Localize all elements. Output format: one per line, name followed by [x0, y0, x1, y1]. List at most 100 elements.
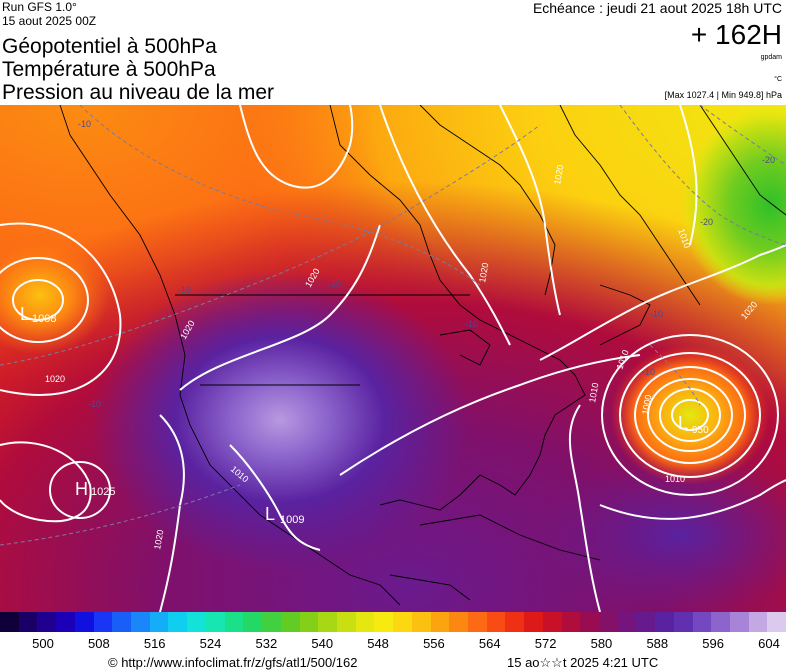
pressure-max-min: [Max 1027.4 | Min 949.8] hPa — [664, 90, 782, 100]
svg-text:1025: 1025 — [91, 486, 115, 498]
scale-tick-label: 524 — [199, 636, 222, 651]
svg-text:-10: -10 — [328, 279, 341, 289]
svg-text:1020: 1020 — [152, 529, 165, 550]
color-swatch — [168, 612, 188, 632]
color-swatch — [280, 612, 300, 632]
color-swatch — [318, 612, 337, 632]
color-swatch — [18, 612, 38, 632]
scale-tick-label: 508 — [87, 636, 110, 651]
svg-text:1009: 1009 — [280, 514, 304, 526]
color-swatch — [393, 612, 412, 632]
svg-text:1020: 1020 — [477, 262, 490, 283]
isotherms — [0, 105, 786, 546]
color-swatch — [711, 612, 731, 632]
color-swatch — [187, 612, 206, 632]
color-swatch — [636, 612, 656, 632]
low-atlantic: L 950 — [678, 413, 709, 436]
color-swatch — [93, 612, 113, 632]
color-swatch — [74, 612, 94, 632]
color-scale — [0, 612, 786, 632]
scale-tick-label: 564 — [478, 636, 501, 651]
color-swatch — [561, 612, 581, 632]
color-swatch — [56, 612, 75, 632]
color-swatch — [224, 612, 244, 632]
color-swatch — [655, 612, 674, 632]
color-swatch — [149, 612, 169, 632]
coastlines — [59, 105, 786, 606]
svg-text:1010: 1010 — [665, 474, 685, 484]
scale-tick-label: 540 — [311, 636, 334, 651]
color-swatch — [262, 612, 281, 632]
source-url: © http://www.infoclimat.fr/z/gfs/atl1/50… — [108, 655, 358, 670]
color-swatch — [411, 612, 431, 632]
field-atlantic-south — [540, 455, 786, 612]
forecast-valid-time: Echéance : jeudi 21 aout 2025 18h UTC — [532, 0, 782, 16]
high-pacific: H 1025 — [75, 479, 115, 499]
svg-text:1020: 1020 — [45, 374, 65, 384]
color-swatch — [486, 612, 506, 632]
color-swatch — [673, 612, 693, 632]
color-swatch — [599, 612, 618, 632]
color-swatch — [449, 612, 468, 632]
field-pacific-low — [0, 235, 110, 355]
color-swatch — [617, 612, 637, 632]
color-swatch — [505, 612, 525, 632]
scale-tick-label: 516 — [143, 636, 166, 651]
field-atlantic-low — [610, 345, 770, 485]
svg-text:950: 950 — [692, 425, 709, 436]
scale-tick-label: 604 — [758, 636, 780, 651]
low-pacific: L 1008 — [20, 304, 56, 325]
svg-text:L: L — [678, 413, 688, 433]
color-swatch — [112, 612, 132, 632]
svg-text:1000: 1000 — [640, 394, 653, 415]
scale-tick-label: 596 — [702, 636, 724, 651]
svg-text:1010: 1010 — [587, 382, 600, 403]
color-scale-ticks: 500 508 516 524 532 540 548 556 564 572 580 588 596 6… — [0, 636, 786, 652]
low-mexico: L 1009 — [265, 504, 304, 526]
color-swatch — [0, 612, 19, 632]
svg-text:-10: -10 — [650, 309, 663, 319]
svg-text:-10: -10 — [88, 399, 101, 409]
svg-text:1020: 1020 — [552, 164, 565, 185]
svg-text:-20: -20 — [762, 155, 775, 165]
color-swatch — [355, 612, 375, 632]
scale-tick-label: 500 — [32, 636, 54, 651]
color-swatch — [542, 612, 562, 632]
scale-tick-label: 556 — [423, 636, 445, 651]
unit-gpdam: gpdam — [760, 54, 782, 61]
svg-text:-10: -10 — [465, 319, 478, 329]
color-swatch — [131, 612, 150, 632]
color-swatch — [467, 612, 487, 632]
scale-tick-label: 580 — [590, 636, 613, 651]
forecast-hour: + 162H — [690, 19, 782, 50]
color-swatch — [580, 612, 599, 632]
color-swatch — [430, 612, 450, 632]
svg-text:1008: 1008 — [32, 313, 56, 325]
color-swatch — [748, 612, 768, 632]
unit-celsius: °C — [774, 76, 782, 83]
scale-tick-label: 532 — [255, 636, 278, 651]
color-swatch — [37, 612, 57, 632]
svg-text:L: L — [265, 504, 275, 524]
temperature-labels: -20 -10 -10 -10 -10 -10 -10 -20 -10 — [78, 119, 775, 409]
scale-tick-label: 588 — [646, 636, 669, 651]
run-date: 15 aout 2025 00Z — [2, 14, 97, 28]
svg-text:-20: -20 — [700, 217, 713, 227]
color-swatch — [767, 612, 786, 632]
color-swatch — [374, 612, 394, 632]
title-pressure: Pression au niveau de la mer — [2, 81, 274, 104]
generation-timestamp: 15 ao☆☆t 2025 4:21 UTC — [507, 655, 659, 670]
pressure-centers: L 1008 H 1025 L 1009 L 950 — [20, 304, 709, 526]
svg-text:H: H — [75, 479, 88, 499]
svg-text:L: L — [20, 304, 30, 324]
color-swatch — [730, 612, 749, 632]
scale-tick-label: 548 — [367, 636, 389, 651]
color-swatch — [205, 612, 225, 632]
isobars — [0, 105, 786, 612]
field-cold-core — [90, 270, 470, 570]
scale-tick-label: 572 — [534, 636, 557, 651]
color-swatch — [243, 612, 263, 632]
svg-text:-10: -10 — [642, 367, 655, 377]
color-swatch — [336, 612, 356, 632]
run-label: Run GFS 1.0° — [2, 0, 77, 14]
